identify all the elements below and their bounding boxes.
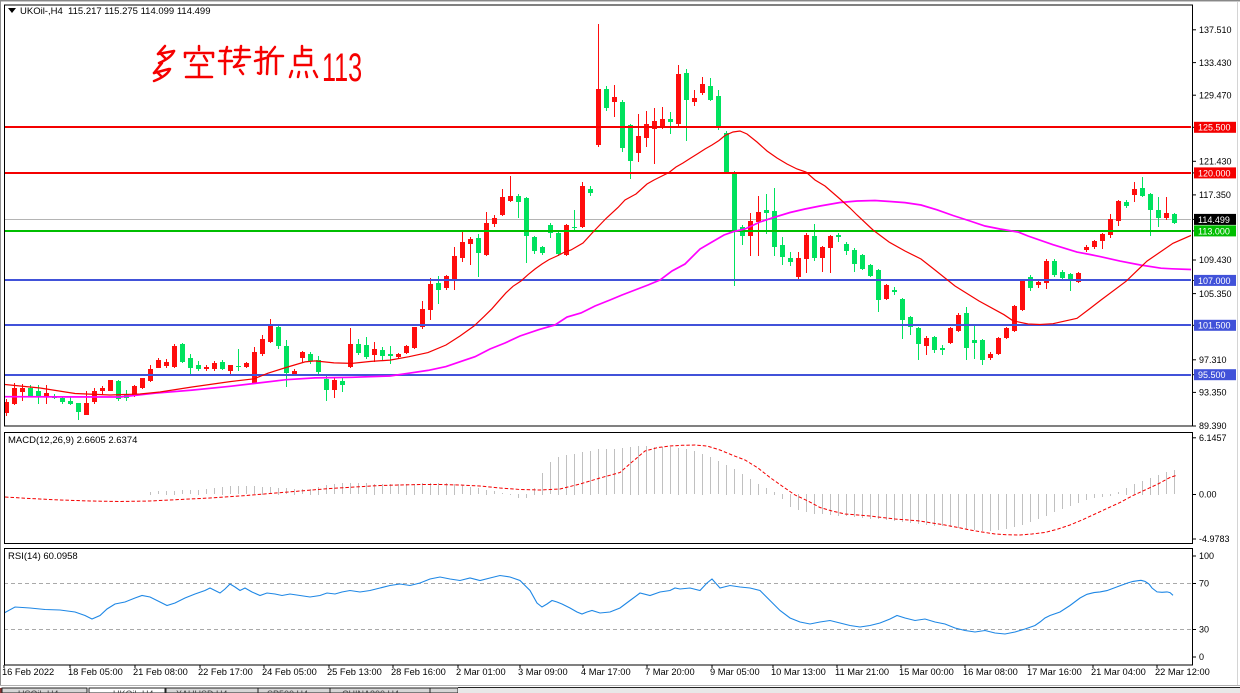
- svg-text:125.500: 125.500: [1198, 123, 1231, 133]
- svg-text:MACD(12,26,9) 2.6605 2.6374: MACD(12,26,9) 2.6605 2.6374: [8, 435, 137, 446]
- svg-text:117.350: 117.350: [1199, 190, 1231, 200]
- svg-text:22 Mar 12:00: 22 Mar 12:00: [1155, 667, 1210, 677]
- svg-text:7 Mar 20:00: 7 Mar 20:00: [645, 667, 695, 677]
- svg-text:21 Feb 08:00: 21 Feb 08:00: [133, 667, 188, 677]
- svg-text:9 Mar 05:00: 9 Mar 05:00: [710, 667, 760, 677]
- svg-text:0.00: 0.00: [1199, 490, 1217, 500]
- svg-text:XAUUSD,H4: XAUUSD,H4: [176, 689, 228, 693]
- svg-text:105.350: 105.350: [1199, 289, 1232, 299]
- svg-text:120.000: 120.000: [1198, 168, 1231, 178]
- svg-text:UKOil-,H4 115.217 115.275 114: UKOil-,H4 115.217 115.275 114.099 114.49…: [20, 6, 211, 17]
- svg-text:CHINA300,H4: CHINA300,H4: [342, 689, 399, 693]
- svg-text:15 Mar 00:00: 15 Mar 00:00: [899, 667, 954, 677]
- svg-text:6.1457: 6.1457: [1199, 433, 1227, 443]
- svg-text:113.000: 113.000: [1198, 226, 1230, 236]
- svg-text:UKOil-,H4: UKOil-,H4: [113, 689, 154, 693]
- svg-text:93.350: 93.350: [1199, 388, 1227, 398]
- svg-text:70: 70: [1199, 579, 1209, 589]
- svg-text:107.000: 107.000: [1198, 276, 1231, 286]
- svg-text:21 Mar 04:00: 21 Mar 04:00: [1091, 667, 1146, 677]
- svg-text:133.430: 133.430: [1199, 58, 1232, 68]
- svg-text:100: 100: [1199, 551, 1214, 561]
- svg-text:137.510: 137.510: [1199, 25, 1232, 35]
- svg-text:4 Mar 17:00: 4 Mar 17:00: [581, 667, 631, 677]
- svg-text:USOil-,H4: USOil-,H4: [18, 689, 59, 693]
- svg-text:121.430: 121.430: [1199, 157, 1232, 167]
- svg-text:11 Mar 21:00: 11 Mar 21:00: [835, 667, 889, 677]
- svg-text:22 Feb 17:00: 22 Feb 17:00: [198, 667, 253, 677]
- svg-text:28 Feb 16:00: 28 Feb 16:00: [391, 667, 446, 677]
- svg-text:24 Feb 05:00: 24 Feb 05:00: [262, 667, 317, 677]
- svg-text:3 Mar 09:00: 3 Mar 09:00: [518, 667, 568, 677]
- svg-text:0: 0: [1199, 652, 1204, 662]
- svg-text:RSI(14) 60.0958: RSI(14) 60.0958: [8, 551, 78, 562]
- svg-text:2 Mar 01:00: 2 Mar 01:00: [456, 667, 506, 677]
- svg-text:17 Mar 16:00: 17 Mar 16:00: [1027, 667, 1082, 677]
- svg-text:97.310: 97.310: [1199, 355, 1227, 365]
- svg-text:16 Mar 08:00: 16 Mar 08:00: [963, 667, 1018, 677]
- svg-text:25 Feb 13:00: 25 Feb 13:00: [327, 667, 382, 677]
- svg-text:101.500: 101.500: [1198, 321, 1231, 331]
- svg-text:114.499: 114.499: [1198, 215, 1230, 225]
- svg-text:18 Feb 05:00: 18 Feb 05:00: [68, 667, 123, 677]
- svg-text:129.470: 129.470: [1199, 90, 1232, 100]
- svg-text:30: 30: [1199, 625, 1209, 635]
- svg-text:16 Feb 2022: 16 Feb 2022: [2, 667, 54, 677]
- svg-text:10 Mar 13:00: 10 Mar 13:00: [771, 667, 826, 677]
- svg-text:95.500: 95.500: [1198, 370, 1226, 380]
- svg-text:SP500,H4: SP500,H4: [267, 689, 308, 693]
- svg-text:89.390: 89.390: [1199, 421, 1227, 431]
- svg-text:113: 113: [322, 46, 362, 90]
- svg-text:109.430: 109.430: [1199, 255, 1232, 265]
- svg-text:-4.9783: -4.9783: [1199, 534, 1230, 544]
